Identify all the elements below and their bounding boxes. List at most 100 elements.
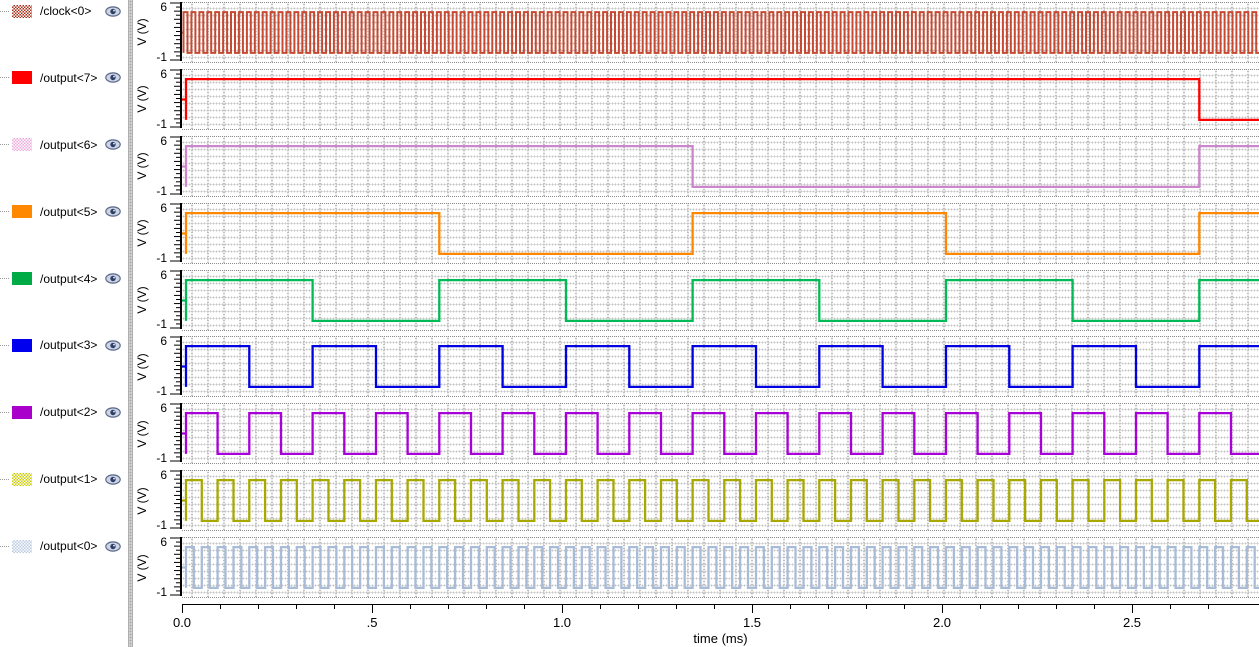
time-axis-tick-label: 1.0	[552, 615, 572, 630]
waveform-strip: V (V) 6 -1	[133, 334, 1259, 401]
voltage-axis-bottom-tick-label: -1	[156, 317, 167, 332]
visibility-eye-icon[interactable]	[105, 407, 121, 418]
visibility-eye-icon[interactable]	[105, 340, 121, 351]
signal-name: /output<0>	[40, 539, 98, 554]
tree-branch-line	[0, 211, 9, 213]
time-axis-minor-tick	[1056, 605, 1057, 609]
voltage-axis-bottom-tick-label: -1	[156, 584, 167, 599]
voltage-axis-bottom-tick-label: -1	[156, 49, 167, 64]
time-axis-minor-tick	[638, 605, 639, 609]
signal-list-item[interactable]: /output<5>	[0, 201, 128, 220]
waveform-trace	[182, 144, 1259, 188]
voltage-axis-unit-label: V (V)	[135, 18, 149, 47]
visibility-eye-icon[interactable]	[105, 72, 121, 84]
time-axis-major-tick	[372, 605, 373, 613]
waveform-plot-area[interactable]	[182, 336, 1259, 398]
signal-color-swatch[interactable]	[12, 338, 32, 352]
tree-branch-line	[0, 411, 9, 413]
waveform-plot-area[interactable]	[182, 269, 1259, 331]
time-axis-major-tick	[1132, 605, 1133, 613]
signal-color-swatch[interactable]	[12, 138, 32, 152]
signal-name: /clock<0>	[40, 4, 92, 18]
signal-list-item[interactable]: /output<6>	[0, 134, 128, 153]
voltage-axis-ruler	[170, 202, 182, 262]
tree-branch-line	[0, 10, 9, 12]
signal-color-swatch[interactable]	[12, 272, 32, 286]
signal-name: /output<3>	[40, 338, 98, 353]
voltage-axis: V (V) 6 -1	[133, 0, 182, 67]
time-axis-minor-tick	[410, 605, 411, 609]
waveform-plot-area[interactable]	[182, 202, 1259, 264]
waveform-trace	[182, 412, 1259, 456]
signal-list-item[interactable]: /clock<0>	[0, 0, 128, 19]
signal-name: /output<1>	[40, 472, 98, 487]
visibility-eye-icon[interactable]	[105, 206, 121, 217]
voltage-axis: V (V) 6 -1	[133, 535, 182, 602]
time-axis-minor-tick	[220, 605, 221, 609]
voltage-axis-ruler	[170, 68, 182, 128]
plot-panel: V (V) 6 -1 V (V) 6 -1 V (V) 6 -1	[133, 0, 1259, 647]
signal-color-swatch[interactable]	[12, 539, 32, 553]
tree-branch-line	[0, 545, 9, 547]
time-axis-minor-tick	[1170, 605, 1171, 609]
time-axis-tick-label: 1.5	[742, 615, 762, 630]
waveform-plot-area[interactable]	[182, 403, 1259, 465]
voltage-axis-unit-label: V (V)	[135, 486, 149, 515]
voltage-axis-top-tick-label: 6	[160, 401, 167, 416]
visibility-eye-icon[interactable]	[105, 273, 121, 284]
panel-splitter[interactable]	[128, 0, 133, 647]
voltage-axis: V (V) 6 -1	[133, 334, 182, 401]
voltage-axis-unit-label: V (V)	[135, 219, 149, 247]
time-axis-line	[182, 604, 1259, 605]
signal-name: /output<2>	[40, 405, 98, 420]
voltage-axis: V (V) 6 -1	[133, 401, 182, 468]
waveform-strip: V (V) 6 -1	[133, 268, 1259, 335]
waveform-trace	[182, 11, 1259, 54]
voltage-axis-ruler	[170, 135, 182, 195]
signal-name: /output<7>	[40, 70, 98, 85]
signal-list-item[interactable]: /output<2>	[0, 401, 128, 420]
voltage-axis-top-tick-label: 6	[160, 133, 167, 148]
voltage-axis: V (V) 6 -1	[133, 67, 182, 134]
visibility-eye-icon[interactable]	[105, 474, 121, 485]
voltage-axis-top-tick-label: 6	[160, 200, 167, 215]
time-axis-tick-label: .5	[366, 615, 378, 630]
waveform-plot-area[interactable]	[182, 135, 1259, 197]
signal-list-item[interactable]: /output<4>	[0, 268, 128, 287]
signal-color-swatch[interactable]	[12, 71, 32, 85]
time-axis-major-tick	[942, 605, 943, 613]
time-axis-minor-tick	[334, 605, 335, 609]
voltage-axis: V (V) 6 -1	[133, 268, 182, 335]
time-axis-minor-tick	[866, 605, 867, 609]
time-axis-minor-tick	[828, 605, 829, 609]
signal-color-swatch[interactable]	[12, 205, 32, 219]
voltage-axis-bottom-tick-label: -1	[156, 451, 167, 466]
voltage-axis-top-tick-label: 6	[160, 535, 167, 550]
time-axis-minor-tick	[486, 605, 487, 609]
voltage-axis-unit-label: V (V)	[135, 85, 149, 113]
signal-list-item[interactable]: /output<7>	[0, 67, 128, 86]
voltage-axis-top-tick-label: 6	[160, 267, 167, 282]
voltage-axis-unit-label: V (V)	[135, 353, 149, 381]
signal-list-item[interactable]: /output<3>	[0, 334, 128, 353]
signal-color-swatch[interactable]	[12, 4, 32, 18]
waveform-plot-area[interactable]	[182, 470, 1259, 532]
waveform-strip: V (V) 6 -1	[133, 67, 1259, 134]
voltage-axis: V (V) 6 -1	[133, 201, 182, 268]
time-axis-minor-tick	[296, 605, 297, 609]
voltage-axis-bottom-tick-label: -1	[156, 518, 167, 533]
visibility-eye-icon[interactable]	[105, 139, 121, 150]
time-axis-minor-tick	[904, 605, 905, 609]
waveform-plot-area[interactable]	[182, 537, 1259, 599]
signal-color-swatch[interactable]	[12, 405, 32, 419]
visibility-eye-icon[interactable]	[105, 5, 121, 17]
waveform-plot-area[interactable]	[182, 68, 1259, 130]
time-axis-minor-tick	[600, 605, 601, 609]
signal-list-item[interactable]: /output<0>	[0, 535, 128, 554]
signal-list-item[interactable]: /output<1>	[0, 468, 128, 487]
voltage-axis-unit-label: V (V)	[135, 420, 149, 448]
visibility-eye-icon[interactable]	[105, 540, 121, 552]
signal-name: /output<4>	[40, 271, 98, 286]
waveform-plot-area[interactable]	[182, 2, 1259, 63]
signal-color-swatch[interactable]	[12, 472, 32, 486]
